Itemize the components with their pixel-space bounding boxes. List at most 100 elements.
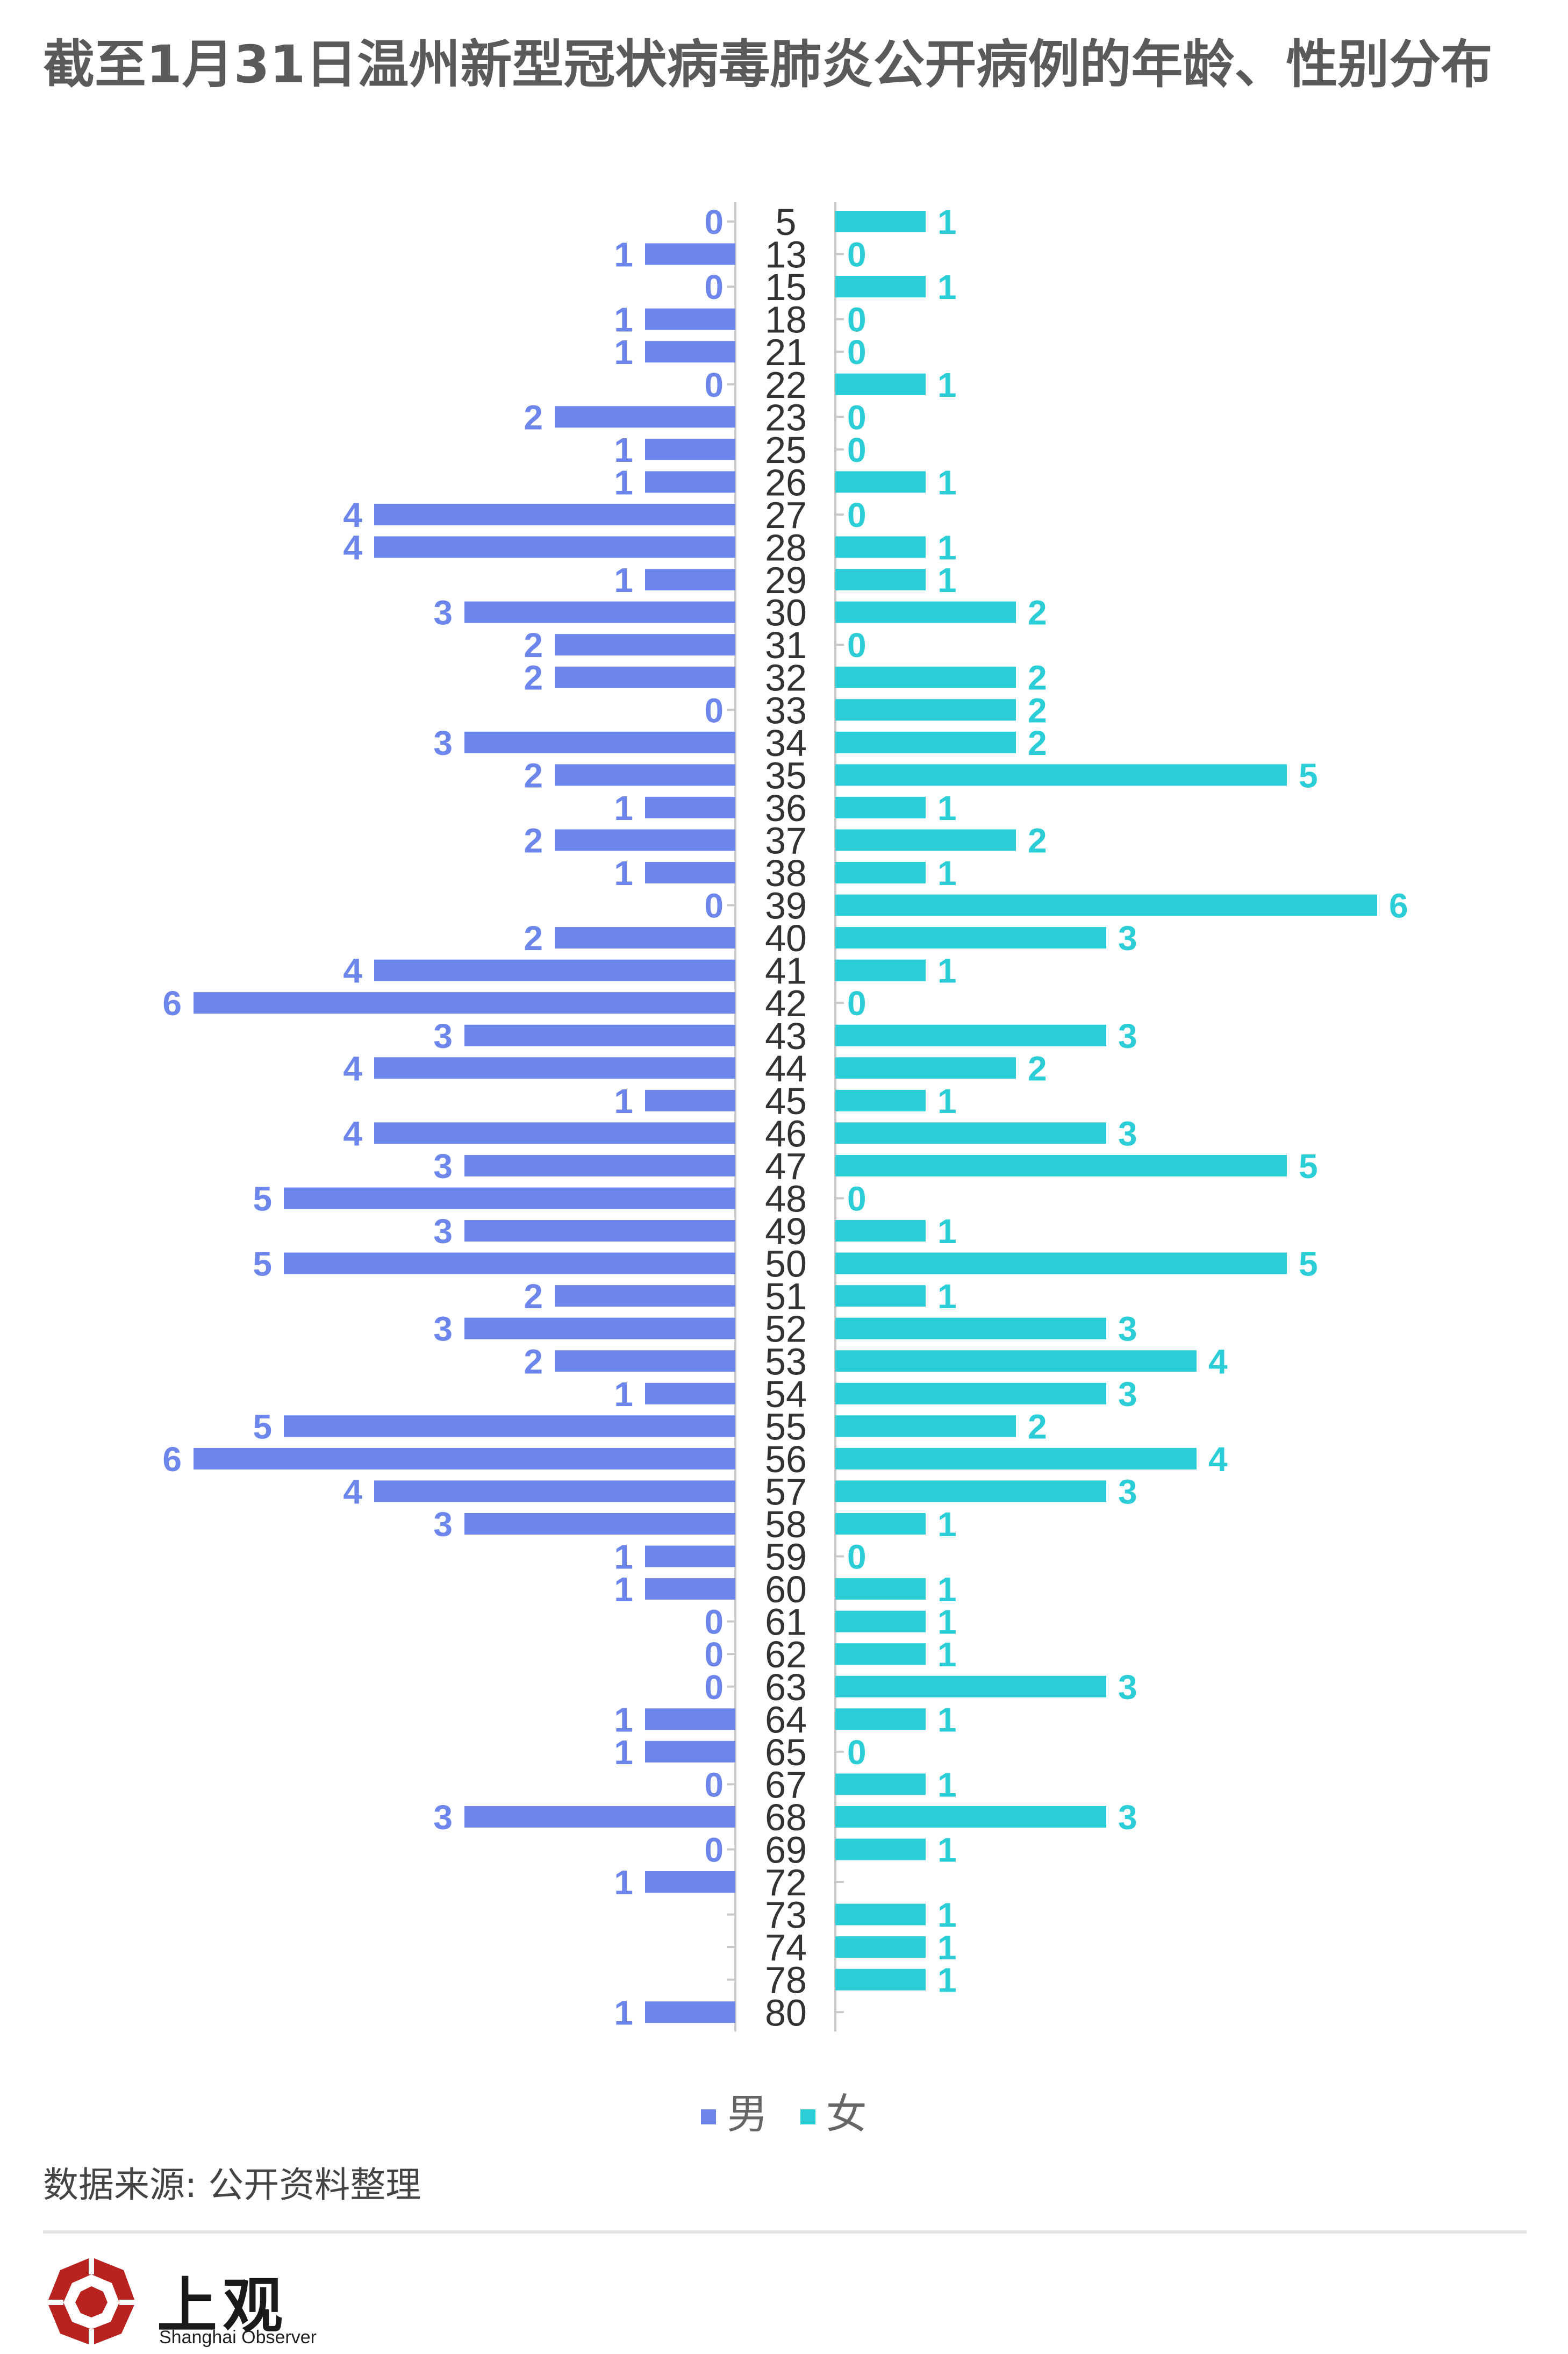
- female-bar[interactable]: [835, 1643, 926, 1665]
- male-bar[interactable]: [645, 471, 735, 493]
- male-bar[interactable]: [464, 731, 735, 753]
- male-bar[interactable]: [464, 601, 735, 623]
- female-bar[interactable]: [835, 666, 1016, 688]
- male-bar[interactable]: [555, 666, 735, 688]
- female-bar[interactable]: [835, 1708, 926, 1730]
- female-bar[interactable]: [835, 731, 1016, 753]
- female-bar[interactable]: [835, 1447, 1197, 1470]
- male-bar[interactable]: [555, 1350, 735, 1372]
- female-bar[interactable]: [835, 1220, 926, 1242]
- male-bar[interactable]: [645, 569, 735, 591]
- male-bar[interactable]: [555, 634, 735, 656]
- female-bar[interactable]: [835, 569, 926, 591]
- age-label: 54: [765, 1373, 807, 1415]
- female-bar[interactable]: [835, 1252, 1287, 1274]
- female-bar[interactable]: [835, 1578, 926, 1600]
- male-bar[interactable]: [284, 1187, 735, 1209]
- female-bar[interactable]: [835, 959, 926, 981]
- male-bar[interactable]: [374, 959, 735, 981]
- female-bar[interactable]: [835, 1480, 1106, 1502]
- male-bar[interactable]: [464, 1220, 735, 1242]
- male-value-label: 6: [162, 1440, 182, 1479]
- age-label: 22: [765, 364, 807, 406]
- female-bar[interactable]: [835, 1154, 1287, 1176]
- male-value-label: 4: [343, 529, 362, 567]
- male-bar[interactable]: [645, 308, 735, 330]
- male-bar[interactable]: [374, 503, 735, 525]
- female-bar[interactable]: [835, 1903, 926, 1925]
- female-bar[interactable]: [835, 927, 1106, 949]
- brand[interactable]: 上观 Shanghai Observer: [43, 2253, 366, 2350]
- male-value-label: 2: [524, 398, 543, 437]
- male-bar[interactable]: [374, 536, 735, 558]
- female-bar[interactable]: [835, 536, 926, 558]
- female-bar[interactable]: [835, 1024, 1106, 1046]
- male-bar[interactable]: [645, 796, 735, 818]
- male-bar[interactable]: [555, 927, 735, 949]
- chart-title: 截至1月31日温州新型冠状病毒肺炎公开病例的年龄、性别分布: [43, 34, 1493, 95]
- female-bar[interactable]: [835, 1057, 1016, 1079]
- female-bar[interactable]: [835, 764, 1287, 786]
- male-bar[interactable]: [374, 1480, 735, 1502]
- female-bar[interactable]: [835, 1610, 926, 1632]
- female-bar[interactable]: [835, 1089, 926, 1111]
- male-value-label: 5: [253, 1407, 272, 1446]
- female-value-label: 1: [937, 1635, 957, 1674]
- male-bar[interactable]: [645, 1089, 735, 1111]
- male-bar[interactable]: [645, 1545, 735, 1567]
- male-bar[interactable]: [284, 1415, 735, 1437]
- male-bar[interactable]: [645, 243, 735, 265]
- male-bar[interactable]: [645, 1578, 735, 1600]
- female-bar[interactable]: [835, 373, 926, 395]
- male-bar[interactable]: [464, 1317, 735, 1339]
- male-bar[interactable]: [464, 1024, 735, 1046]
- female-bar[interactable]: [835, 862, 926, 883]
- female-bar[interactable]: [835, 1350, 1197, 1372]
- male-bar[interactable]: [555, 829, 735, 851]
- legend-item-female[interactable]: 女: [800, 2081, 867, 2140]
- female-bar[interactable]: [835, 1382, 1106, 1404]
- female-bar[interactable]: [835, 1936, 926, 1958]
- male-bar[interactable]: [645, 862, 735, 883]
- male-bar[interactable]: [645, 1708, 735, 1730]
- male-bar[interactable]: [555, 406, 735, 428]
- age-label: 33: [765, 689, 807, 731]
- female-bar[interactable]: [835, 471, 926, 493]
- female-bar[interactable]: [835, 1806, 1106, 1828]
- male-bar[interactable]: [464, 1154, 735, 1176]
- male-bar[interactable]: [194, 992, 735, 1014]
- male-bar[interactable]: [464, 1806, 735, 1828]
- age-label: 73: [765, 1894, 807, 1936]
- female-value-label: 1: [937, 203, 957, 241]
- female-bar[interactable]: [835, 699, 1016, 721]
- male-bar[interactable]: [645, 1740, 735, 1763]
- male-bar[interactable]: [645, 341, 735, 363]
- male-bar[interactable]: [645, 1382, 735, 1404]
- male-bar[interactable]: [194, 1447, 735, 1470]
- female-bar[interactable]: [835, 1838, 926, 1860]
- female-bar[interactable]: [835, 1968, 926, 1991]
- female-bar[interactable]: [835, 1773, 926, 1795]
- male-bar[interactable]: [555, 764, 735, 786]
- female-bar[interactable]: [835, 796, 926, 818]
- female-bar[interactable]: [835, 1513, 926, 1535]
- male-bar[interactable]: [645, 438, 735, 460]
- male-bar[interactable]: [374, 1057, 735, 1079]
- female-bar[interactable]: [835, 276, 926, 298]
- female-bar[interactable]: [835, 1285, 926, 1307]
- male-bar[interactable]: [284, 1252, 735, 1274]
- female-bar[interactable]: [835, 1415, 1016, 1437]
- male-bar[interactable]: [645, 2001, 735, 2023]
- female-bar[interactable]: [835, 829, 1016, 851]
- female-bar[interactable]: [835, 894, 1377, 916]
- male-bar[interactable]: [374, 1122, 735, 1144]
- legend-item-male[interactable]: 男: [701, 2081, 768, 2140]
- female-bar[interactable]: [835, 1675, 1106, 1697]
- male-bar[interactable]: [645, 1871, 735, 1893]
- female-bar[interactable]: [835, 1317, 1106, 1339]
- male-bar[interactable]: [464, 1513, 735, 1535]
- female-bar[interactable]: [835, 1122, 1106, 1144]
- female-bar[interactable]: [835, 601, 1016, 623]
- male-bar[interactable]: [555, 1285, 735, 1307]
- female-bar[interactable]: [835, 211, 926, 232]
